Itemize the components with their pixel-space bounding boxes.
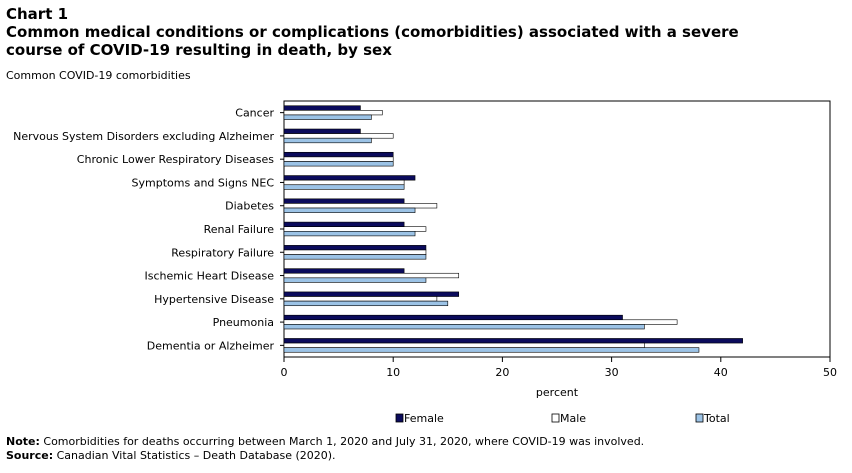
y-tick-label: Nervous System Disorders excluding Alzhe… <box>13 130 274 143</box>
note-label: Note: <box>6 435 40 448</box>
bar-male <box>283 342 645 348</box>
bar-male <box>283 226 427 232</box>
legend-swatch-total <box>695 413 704 423</box>
bar-female <box>283 175 416 181</box>
x-axis-label: percent <box>536 386 579 399</box>
x-tick-label: 30 <box>605 366 619 379</box>
bar-male <box>283 179 405 186</box>
x-tick-label: 20 <box>495 366 509 379</box>
bar-total <box>283 324 645 330</box>
bar-female <box>283 268 405 274</box>
chart-title: Common medical conditions or complicatio… <box>6 23 739 59</box>
y-tick-label: Renal Failure <box>204 223 275 236</box>
chart-subtitle: Common COVID-19 comorbidities <box>6 69 191 82</box>
bar-female <box>283 151 394 158</box>
bar-total <box>283 161 394 167</box>
bar-female <box>283 338 743 344</box>
bar-male <box>283 296 438 302</box>
y-tick-label: Cancer <box>235 107 274 120</box>
source-text: Canadian Vital Statistics – Death Databa… <box>53 449 336 462</box>
source-label: Source: <box>6 449 54 462</box>
bar-total <box>283 207 416 213</box>
source: Source: Canadian Vital Statistics – Deat… <box>6 449 336 462</box>
y-tick-label: Dementia or Alzheimer <box>147 339 275 352</box>
bar-male <box>283 203 438 209</box>
y-tick-label: Hypertensive Disease <box>154 293 274 306</box>
bar-female <box>283 198 405 204</box>
bar-female <box>283 105 361 111</box>
bar-male <box>283 319 678 325</box>
bar-female <box>283 128 361 134</box>
x-tick-label: 50 <box>823 366 837 379</box>
bar-total <box>283 277 427 283</box>
x-tick-label: 10 <box>386 366 400 379</box>
bar-total <box>283 231 416 237</box>
legend-label-total: Total <box>703 412 730 425</box>
bar-female <box>283 291 460 297</box>
bar-total <box>283 114 372 120</box>
bar-female <box>283 245 427 251</box>
y-tick-label: Respiratory Failure <box>171 246 274 259</box>
y-tick-label: Diabetes <box>225 200 274 213</box>
legend-swatch-male <box>551 413 560 423</box>
bar-total <box>283 254 427 260</box>
y-tick-label: Symptoms and Signs NEC <box>132 176 275 189</box>
bar-male <box>283 156 394 162</box>
y-tick-label: Pneumonia <box>213 316 274 329</box>
x-tick-label: 0 <box>281 366 288 379</box>
chart-label: Chart 1 <box>6 5 69 23</box>
legend-label-female: Female <box>404 412 444 425</box>
legend-swatch-female <box>395 413 404 423</box>
bar-male <box>283 110 383 116</box>
bar-total <box>283 184 405 190</box>
note: Note: Comorbidities for deaths occurring… <box>6 435 644 448</box>
legend-label-male: Male <box>560 412 586 425</box>
bar-total <box>283 137 372 144</box>
bar-male <box>283 133 394 139</box>
bar-female <box>283 314 623 321</box>
y-tick-label: Ischemic Heart Disease <box>145 270 275 283</box>
bar-male <box>283 272 460 279</box>
bar-female <box>283 221 405 228</box>
bar-total <box>283 300 449 307</box>
bar-male <box>283 249 427 255</box>
y-tick-label: Chronic Lower Respiratory Diseases <box>77 153 274 166</box>
note-text: Comorbidities for deaths occurring betwe… <box>39 435 645 448</box>
bar-total <box>283 347 700 353</box>
x-tick-label: 40 <box>714 366 728 379</box>
